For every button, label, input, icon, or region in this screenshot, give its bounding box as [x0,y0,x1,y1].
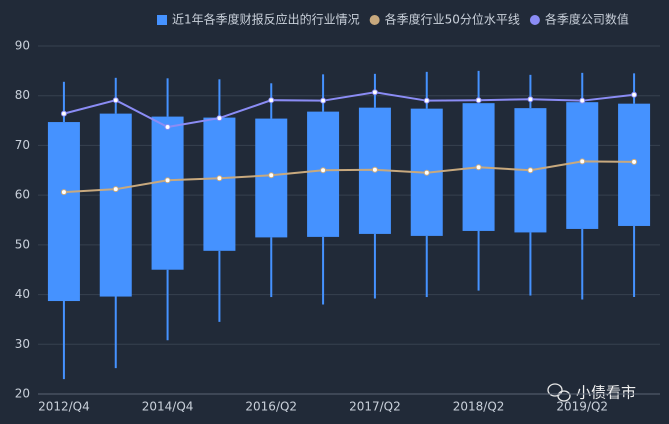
y-tick-label: 80 [15,88,30,102]
line [63,91,635,129]
point [371,89,378,96]
point [112,186,119,193]
point [268,97,275,104]
point [631,91,638,98]
point [527,96,534,103]
legend-swatch [529,15,540,25]
box [99,113,132,297]
legend-label: 各季度行业50分位水平线 [385,12,520,27]
point [60,110,67,117]
y-tick-label: 50 [15,237,30,251]
line [63,160,635,194]
point [475,97,482,104]
point [579,97,586,104]
point [423,97,430,104]
watermark-icon [547,383,571,402]
point [60,189,67,196]
x-tick-label: 2019/Q2 [556,400,608,414]
x-tick-label: 2018/Q2 [453,400,505,414]
legend-label: 各季度公司数值 [545,12,629,27]
point [268,172,275,179]
box [151,116,184,270]
point [475,164,482,171]
y-tick-label: 60 [15,188,30,202]
point [164,177,171,184]
point [527,167,534,174]
point [579,158,586,165]
point [164,124,171,131]
y-tick-label: 30 [15,337,30,351]
y-tick-label: 20 [15,387,30,401]
watermark: 小债看市 [576,384,636,402]
y-tick-label: 70 [15,138,30,152]
point [216,175,223,182]
box [566,102,599,229]
point [216,115,223,122]
point [320,167,327,174]
x-tick-label: 2017/Q2 [349,400,401,414]
x-tick-label: 2012/Q4 [38,400,90,414]
point [423,169,430,176]
point [371,166,378,173]
legend-swatch [157,15,167,25]
x-tick-label: 2014/Q4 [142,400,194,414]
point [112,97,119,104]
legend-swatch [369,15,380,25]
box [307,111,340,237]
point [320,97,327,104]
y-tick-label: 40 [15,287,30,301]
box [47,122,80,302]
x-tick-label: 2016/Q2 [245,400,297,414]
box [203,117,236,251]
y-tick-label: 90 [15,39,30,53]
legend-label: 近1年各季度财报反应出的行业情况 [172,12,360,27]
point [631,158,638,165]
